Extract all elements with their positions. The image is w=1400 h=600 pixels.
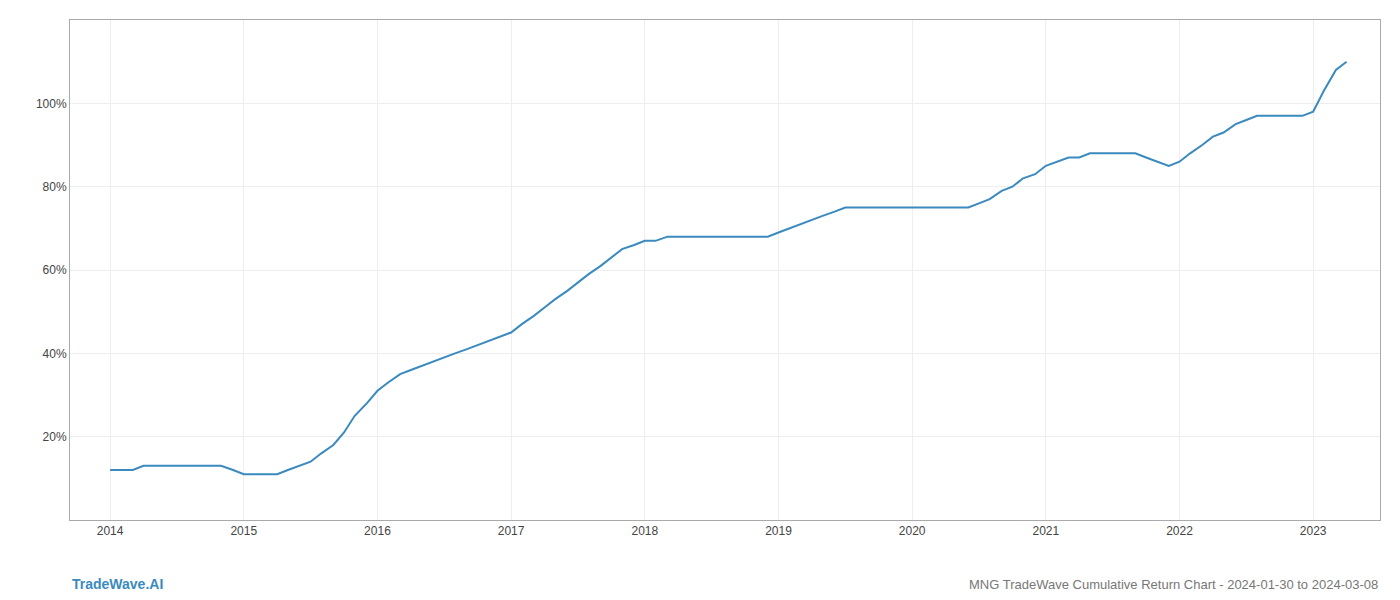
svg-text:2019: 2019 bbox=[765, 524, 792, 538]
svg-text:MNG TradeWave Cumulative Retur: MNG TradeWave Cumulative Return Chart - … bbox=[969, 577, 1378, 592]
svg-text:2022: 2022 bbox=[1166, 524, 1193, 538]
svg-text:2023: 2023 bbox=[1300, 524, 1327, 538]
svg-text:60%: 60% bbox=[43, 263, 67, 277]
svg-text:2014: 2014 bbox=[97, 524, 124, 538]
svg-text:TradeWave.AI: TradeWave.AI bbox=[72, 576, 163, 592]
svg-text:2018: 2018 bbox=[631, 524, 658, 538]
svg-text:2015: 2015 bbox=[230, 524, 257, 538]
svg-text:40%: 40% bbox=[43, 347, 67, 361]
svg-text:20%: 20% bbox=[43, 430, 67, 444]
svg-text:2016: 2016 bbox=[364, 524, 391, 538]
svg-text:2020: 2020 bbox=[899, 524, 926, 538]
svg-text:2021: 2021 bbox=[1032, 524, 1059, 538]
svg-text:80%: 80% bbox=[43, 180, 67, 194]
svg-text:2017: 2017 bbox=[498, 524, 525, 538]
svg-text:100%: 100% bbox=[36, 97, 67, 111]
